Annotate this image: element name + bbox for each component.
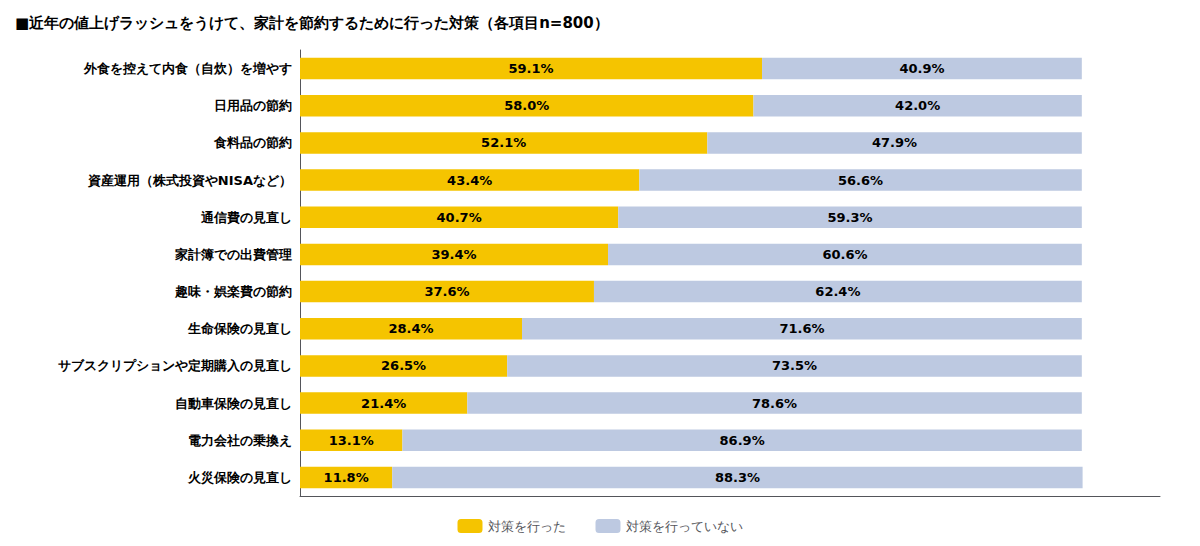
svg-text:対策を行った: 対策を行った — [488, 519, 566, 534]
svg-text:日用品の節約: 日用品の節約 — [214, 98, 292, 113]
svg-text:外食を控えて内食（自炊）を増やす: 外食を控えて内食（自炊）を増やす — [83, 61, 292, 76]
svg-text:28.4%: 28.4% — [388, 321, 433, 336]
svg-text:40.9%: 40.9% — [899, 61, 944, 76]
svg-text:サブスクリプションや定期購入の見直し: サブスクリプションや定期購入の見直し — [58, 358, 292, 373]
svg-text:71.6%: 71.6% — [779, 321, 824, 336]
svg-text:食料品の節約: 食料品の節約 — [213, 135, 292, 150]
svg-text:56.6%: 56.6% — [838, 173, 883, 188]
svg-text:59.3%: 59.3% — [827, 210, 872, 225]
svg-text:39.4%: 39.4% — [431, 247, 476, 262]
svg-text:43.4%: 43.4% — [447, 173, 492, 188]
svg-text:40.7%: 40.7% — [437, 210, 482, 225]
svg-text:対策を行っていない: 対策を行っていない — [626, 519, 743, 534]
svg-text:78.6%: 78.6% — [752, 396, 797, 411]
svg-text:13.1%: 13.1% — [329, 433, 374, 448]
svg-text:59.1%: 59.1% — [508, 61, 553, 76]
svg-text:26.5%: 26.5% — [381, 358, 426, 373]
svg-text:58.0%: 58.0% — [504, 98, 549, 113]
svg-text:火災保険の見直し: 火災保険の見直し — [187, 470, 292, 485]
svg-text:通信費の見直し: 通信費の見直し — [200, 210, 292, 225]
svg-text:88.3%: 88.3% — [715, 470, 760, 485]
svg-text:■近年の値上げラッシュをうけて、家計を節約するために行った対: ■近年の値上げラッシュをうけて、家計を節約するために行った対策（各項目n=800… — [15, 14, 609, 32]
svg-text:自動車保険の見直し: 自動車保険の見直し — [175, 396, 292, 411]
svg-text:家計簿での出費管理: 家計簿での出費管理 — [174, 247, 292, 262]
svg-text:52.1%: 52.1% — [481, 135, 526, 150]
svg-text:86.9%: 86.9% — [720, 433, 765, 448]
svg-text:21.4%: 21.4% — [361, 396, 406, 411]
svg-text:42.0%: 42.0% — [895, 98, 940, 113]
svg-text:62.4%: 62.4% — [815, 284, 860, 299]
svg-text:60.6%: 60.6% — [822, 247, 867, 262]
svg-text:73.5%: 73.5% — [772, 358, 817, 373]
svg-text:生命保険の見直し: 生命保険の見直し — [187, 321, 292, 336]
svg-text:47.9%: 47.9% — [872, 135, 917, 150]
svg-text:趣味・娯楽費の節約: 趣味・娯楽費の節約 — [174, 284, 292, 299]
svg-text:37.6%: 37.6% — [424, 284, 469, 299]
svg-text:資産運用（株式投資やNISAなど）: 資産運用（株式投資やNISAなど） — [87, 173, 292, 188]
svg-text:電力会社の乗換え: 電力会社の乗換え — [188, 433, 292, 448]
svg-text:11.8%: 11.8% — [324, 470, 369, 485]
